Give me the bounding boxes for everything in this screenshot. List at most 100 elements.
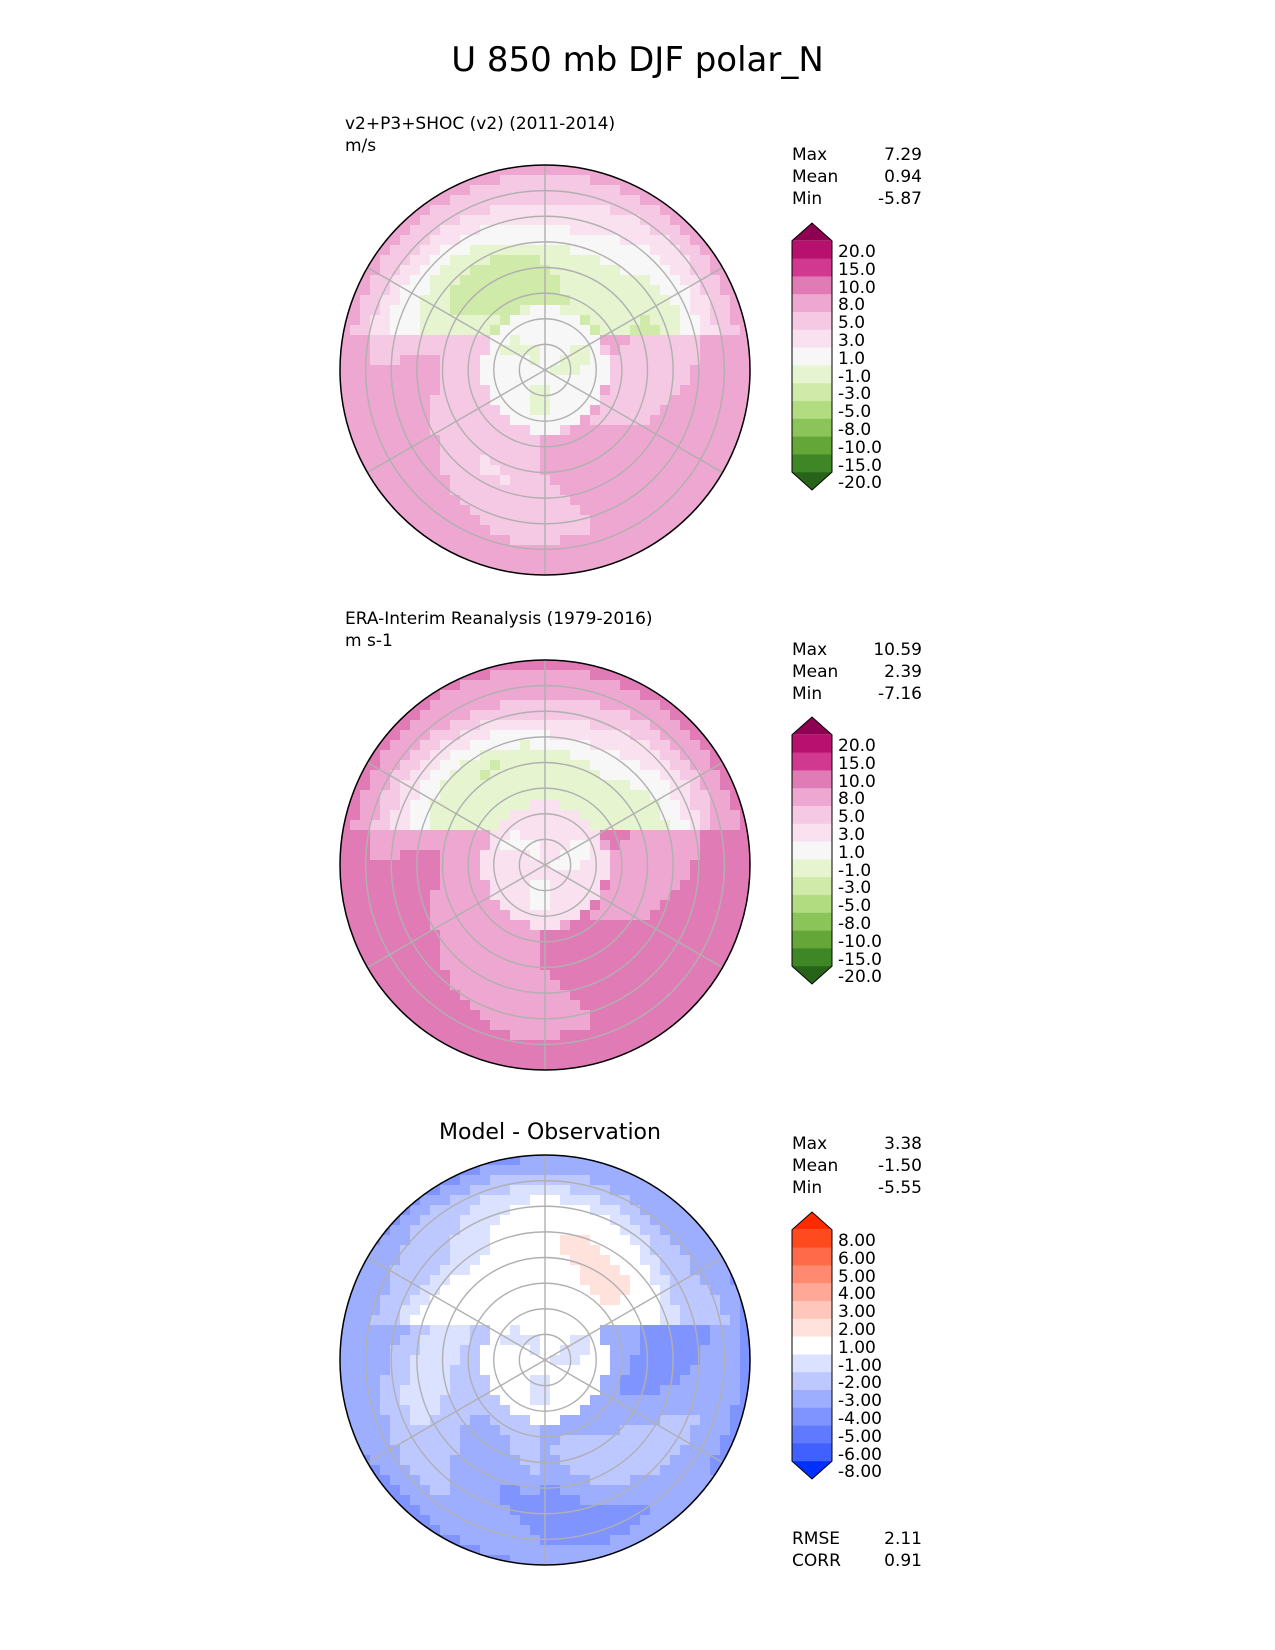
field-cell bbox=[550, 515, 561, 526]
field-cell bbox=[370, 990, 381, 1001]
field-cell bbox=[630, 770, 641, 781]
field-cell bbox=[340, 1425, 351, 1436]
field-cell bbox=[370, 1465, 381, 1476]
field-cell bbox=[440, 235, 451, 246]
field-cell bbox=[620, 910, 631, 921]
field-cell bbox=[680, 1235, 691, 1246]
field-cell bbox=[550, 1000, 561, 1011]
field-cell bbox=[610, 970, 621, 981]
field-cell bbox=[430, 315, 441, 326]
field-cell bbox=[570, 1545, 581, 1556]
field-cell bbox=[430, 1030, 441, 1041]
field-cell bbox=[380, 1345, 391, 1356]
field-cell bbox=[470, 710, 481, 721]
field-cell bbox=[370, 1305, 381, 1316]
field-cell bbox=[530, 700, 541, 711]
colorbar-tick-label: 1.0 bbox=[838, 842, 866, 863]
field-cell bbox=[550, 710, 561, 721]
field-cell bbox=[430, 275, 441, 286]
field-cell bbox=[690, 345, 701, 356]
field-cell bbox=[530, 840, 541, 851]
field-cell bbox=[720, 1365, 731, 1376]
field-cell bbox=[640, 710, 651, 721]
field-cell bbox=[550, 1455, 561, 1466]
colorbar-tick-label: -20.0 bbox=[838, 473, 882, 494]
field-cell bbox=[510, 1195, 521, 1206]
field-cell bbox=[380, 375, 391, 386]
field-cell bbox=[460, 385, 471, 396]
field-cell bbox=[480, 760, 491, 771]
field-cell bbox=[390, 475, 401, 486]
field-cell bbox=[670, 800, 681, 811]
field-cell bbox=[700, 1415, 711, 1426]
field-cell bbox=[490, 295, 501, 306]
field-cell bbox=[610, 810, 621, 821]
field-cell bbox=[560, 335, 571, 346]
field-cell bbox=[570, 1000, 581, 1011]
field-cell bbox=[710, 1365, 721, 1376]
field-cell bbox=[490, 1235, 501, 1246]
field-cell bbox=[450, 880, 461, 891]
field-cell bbox=[530, 890, 541, 901]
field-cell bbox=[740, 1365, 750, 1376]
field-cell bbox=[370, 940, 381, 951]
field-cell bbox=[620, 1215, 631, 1226]
field-cell bbox=[590, 1425, 601, 1436]
field-cell bbox=[500, 1235, 511, 1246]
field-cell bbox=[450, 990, 461, 1001]
field-cell bbox=[400, 1375, 411, 1386]
field-cell bbox=[490, 1295, 501, 1306]
field-cell bbox=[660, 525, 671, 536]
field-cell bbox=[640, 740, 651, 751]
field-cell bbox=[650, 305, 661, 316]
field-cell bbox=[430, 545, 441, 556]
field-cell bbox=[720, 325, 731, 336]
field-cell bbox=[690, 1505, 701, 1516]
field-cell bbox=[460, 810, 471, 821]
field-cell bbox=[590, 1455, 601, 1466]
field-cell bbox=[470, 870, 481, 881]
field-cell bbox=[490, 1545, 501, 1556]
field-cell bbox=[400, 265, 411, 276]
field-cell bbox=[660, 205, 671, 216]
field-cell bbox=[530, 900, 541, 911]
field-cell bbox=[600, 830, 611, 841]
field-cell bbox=[560, 830, 571, 841]
field-cell bbox=[410, 325, 421, 336]
field-cell bbox=[530, 465, 541, 476]
field-cell bbox=[660, 1465, 671, 1476]
field-cell bbox=[650, 435, 661, 446]
field-cell bbox=[700, 1255, 711, 1266]
field-cell bbox=[470, 345, 481, 356]
field-cell bbox=[470, 1385, 481, 1396]
colorbar-segment bbox=[792, 258, 832, 277]
field-cell bbox=[610, 175, 621, 186]
field-cell bbox=[620, 445, 631, 456]
field-cell bbox=[600, 335, 611, 346]
field-cell bbox=[550, 485, 561, 496]
field-cell bbox=[430, 475, 441, 486]
field-cell bbox=[390, 1365, 401, 1376]
field-cell bbox=[430, 750, 441, 761]
field-cell bbox=[390, 1010, 401, 1021]
field-cell bbox=[390, 960, 401, 971]
field-cell bbox=[560, 970, 571, 981]
field-cell bbox=[670, 1305, 681, 1316]
field-cell bbox=[680, 315, 691, 326]
field-cell bbox=[530, 1435, 541, 1446]
field-cell bbox=[430, 425, 441, 436]
field-cell bbox=[680, 365, 691, 376]
field-cell bbox=[660, 930, 671, 941]
field-cell bbox=[660, 1255, 671, 1266]
field-cell bbox=[360, 840, 371, 851]
field-cell bbox=[360, 1305, 371, 1316]
field-cell bbox=[530, 295, 541, 306]
field-cell bbox=[470, 425, 481, 436]
field-cell bbox=[470, 1375, 481, 1386]
field-cell bbox=[410, 1185, 421, 1196]
field-cell bbox=[510, 800, 521, 811]
field-cell bbox=[430, 710, 441, 721]
field-cell bbox=[500, 860, 511, 871]
field-cell bbox=[570, 165, 581, 176]
field-cell bbox=[710, 920, 721, 931]
